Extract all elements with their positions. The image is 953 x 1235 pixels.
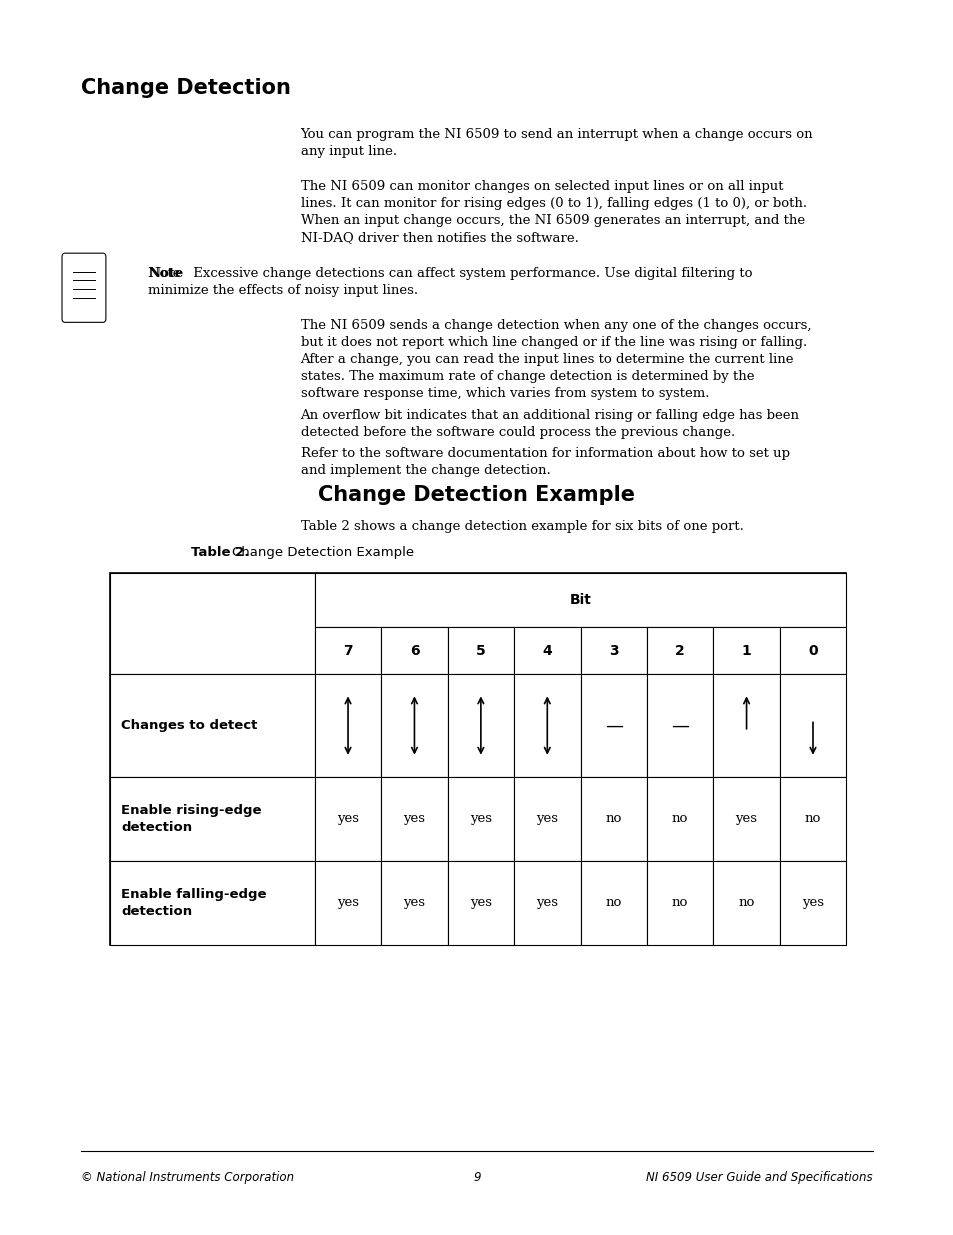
Text: yes: yes: [336, 897, 358, 909]
Text: 9: 9: [473, 1171, 480, 1184]
Text: Refer to the software documentation for information about how to set up
and impl: Refer to the software documentation for …: [300, 447, 789, 477]
Bar: [447, 674, 514, 777]
Bar: [713, 627, 779, 674]
Text: yes: yes: [735, 813, 757, 825]
Bar: [110, 573, 845, 945]
Bar: [447, 627, 514, 674]
Text: Note: Note: [148, 267, 183, 280]
Bar: [314, 573, 845, 627]
Text: yes: yes: [470, 897, 492, 909]
Text: Change Detection Example: Change Detection Example: [318, 485, 635, 505]
Bar: [579, 777, 646, 861]
Bar: [381, 777, 447, 861]
FancyBboxPatch shape: [62, 253, 106, 322]
Text: You can program the NI 6509 to send an interrupt when a change occurs on
any inp: You can program the NI 6509 to send an i…: [300, 128, 812, 158]
Text: The NI 6509 can monitor changes on selected input lines or on all input
lines. I: The NI 6509 can monitor changes on selec…: [300, 180, 806, 245]
Bar: [514, 777, 579, 861]
Text: Change Detection: Change Detection: [81, 78, 291, 98]
Bar: [514, 627, 579, 674]
Text: —: —: [604, 716, 622, 735]
Bar: [447, 777, 514, 861]
Text: Table 2 shows a change detection example for six bits of one port.: Table 2 shows a change detection example…: [300, 520, 742, 534]
Bar: [779, 674, 845, 777]
Text: no: no: [738, 897, 754, 909]
Bar: [713, 861, 779, 945]
Text: Bit: Bit: [569, 593, 591, 608]
Bar: [579, 861, 646, 945]
Text: yes: yes: [470, 813, 492, 825]
Bar: [314, 777, 381, 861]
Bar: [381, 627, 447, 674]
Text: 0: 0: [807, 643, 817, 658]
Bar: [314, 627, 381, 674]
Text: no: no: [605, 897, 621, 909]
Bar: [381, 674, 447, 777]
Text: Enable rising-edge
detection: Enable rising-edge detection: [121, 804, 261, 834]
Bar: [514, 674, 579, 777]
Text: Table 2.: Table 2.: [191, 546, 249, 559]
Bar: [713, 674, 779, 777]
Text: Changes to detect: Changes to detect: [121, 719, 257, 732]
Bar: [447, 861, 514, 945]
Text: 2: 2: [675, 643, 684, 658]
Text: yes: yes: [403, 897, 425, 909]
Text: 1: 1: [740, 643, 751, 658]
Text: no: no: [605, 813, 621, 825]
Text: yes: yes: [801, 897, 823, 909]
Text: NI 6509 User Guide and Specifications: NI 6509 User Guide and Specifications: [645, 1171, 872, 1184]
Bar: [646, 674, 713, 777]
Bar: [646, 777, 713, 861]
Text: 3: 3: [608, 643, 618, 658]
Text: 6: 6: [409, 643, 418, 658]
Text: Change Detection Example: Change Detection Example: [232, 546, 414, 559]
Bar: [579, 674, 646, 777]
Bar: [779, 861, 845, 945]
Bar: [779, 777, 845, 861]
Bar: [779, 627, 845, 674]
Text: © National Instruments Corporation: © National Instruments Corporation: [81, 1171, 294, 1184]
Text: no: no: [671, 897, 688, 909]
Text: yes: yes: [536, 897, 558, 909]
Text: yes: yes: [536, 813, 558, 825]
Text: 4: 4: [542, 643, 552, 658]
Bar: [646, 861, 713, 945]
Bar: [314, 861, 381, 945]
Bar: [646, 627, 713, 674]
Text: yes: yes: [403, 813, 425, 825]
Bar: [110, 861, 314, 945]
Bar: [713, 777, 779, 861]
Text: Note   Excessive change detections can affect system performance. Use digital fi: Note Excessive change detections can aff…: [148, 267, 752, 296]
Text: no: no: [671, 813, 688, 825]
Bar: [514, 861, 579, 945]
Text: no: no: [804, 813, 821, 825]
Text: 7: 7: [343, 643, 353, 658]
Bar: [110, 573, 314, 674]
Text: An overflow bit indicates that an additional rising or falling edge has been
det: An overflow bit indicates that an additi…: [300, 409, 799, 438]
Bar: [110, 777, 314, 861]
Bar: [381, 861, 447, 945]
Bar: [110, 674, 314, 777]
Text: 5: 5: [476, 643, 485, 658]
Text: Enable falling-edge
detection: Enable falling-edge detection: [121, 888, 267, 918]
Bar: [314, 674, 381, 777]
Text: —: —: [671, 716, 688, 735]
Text: yes: yes: [336, 813, 358, 825]
Text: The NI 6509 sends a change detection when any one of the changes occurs,
but it : The NI 6509 sends a change detection whe…: [300, 319, 810, 400]
Bar: [579, 627, 646, 674]
